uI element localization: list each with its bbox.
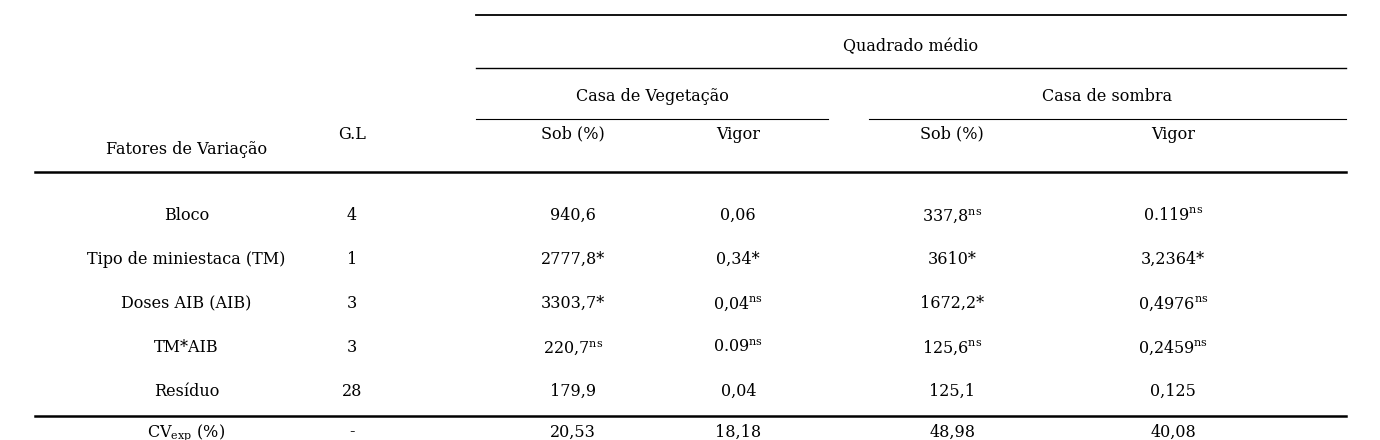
Text: 0,06: 0,06 xyxy=(720,207,756,224)
Text: 0,125: 0,125 xyxy=(1150,383,1196,400)
Text: Casa de Vegetação: Casa de Vegetação xyxy=(575,88,729,105)
Text: 337,8$^{\mathregular{ns}}$: 337,8$^{\mathregular{ns}}$ xyxy=(922,207,983,224)
Text: 0.09$^{\mathregular{ns}}$: 0.09$^{\mathregular{ns}}$ xyxy=(713,339,763,356)
Text: 1672,2*: 1672,2* xyxy=(920,295,984,312)
Text: 1: 1 xyxy=(346,251,357,268)
Text: G.L: G.L xyxy=(338,126,366,143)
Text: 0,04$^{\mathregular{ns}}$: 0,04$^{\mathregular{ns}}$ xyxy=(713,294,763,313)
Text: Doses AIB (AIB): Doses AIB (AIB) xyxy=(121,295,251,312)
Text: Bloco: Bloco xyxy=(164,207,208,224)
Text: -: - xyxy=(349,424,355,440)
Text: 0,2459$^{\mathregular{ns}}$: 0,2459$^{\mathregular{ns}}$ xyxy=(1138,338,1208,357)
Text: 125,6$^{\mathregular{ns}}$: 125,6$^{\mathregular{ns}}$ xyxy=(922,338,983,357)
Text: Tipo de miniestaca (TM): Tipo de miniestaca (TM) xyxy=(87,251,286,268)
Text: 2777,8*: 2777,8* xyxy=(541,251,604,268)
Text: 3303,7*: 3303,7* xyxy=(541,295,604,312)
Text: Casa de sombra: Casa de sombra xyxy=(1042,88,1173,105)
Text: Vigor: Vigor xyxy=(1151,126,1195,143)
Text: 0,34*: 0,34* xyxy=(716,251,760,268)
Text: 940,6: 940,6 xyxy=(549,207,596,224)
Text: Quadrado médio: Quadrado médio xyxy=(843,38,978,55)
Text: Fatores de Variação: Fatores de Variação xyxy=(106,141,266,158)
Text: 3,2364*: 3,2364* xyxy=(1141,251,1205,268)
Text: 0,4976$^{\mathregular{ns}}$: 0,4976$^{\mathregular{ns}}$ xyxy=(1137,294,1209,313)
Text: 20,53: 20,53 xyxy=(549,424,596,440)
Text: Sob (%): Sob (%) xyxy=(920,126,984,143)
Text: Vigor: Vigor xyxy=(716,126,760,143)
Text: TM*AIB: TM*AIB xyxy=(155,339,218,356)
Text: 3610*: 3610* xyxy=(927,251,977,268)
Text: 3: 3 xyxy=(346,295,357,312)
Text: 0.119$^{\mathregular{ns}}$: 0.119$^{\mathregular{ns}}$ xyxy=(1143,207,1203,224)
Text: 220,7$^{\mathregular{ns}}$: 220,7$^{\mathregular{ns}}$ xyxy=(542,339,603,356)
Text: 179,9: 179,9 xyxy=(549,383,596,400)
Text: 28: 28 xyxy=(342,383,362,400)
Text: 125,1: 125,1 xyxy=(929,383,976,400)
Text: 3: 3 xyxy=(346,339,357,356)
Text: 18,18: 18,18 xyxy=(715,424,762,440)
Text: Sob (%): Sob (%) xyxy=(541,126,604,143)
Text: 0,04: 0,04 xyxy=(720,383,756,400)
Text: 40,08: 40,08 xyxy=(1150,424,1196,440)
Text: 4: 4 xyxy=(346,207,357,224)
Text: CV$_{\mathregular{exp}}$ (%): CV$_{\mathregular{exp}}$ (%) xyxy=(148,422,225,440)
Text: 48,98: 48,98 xyxy=(929,424,976,440)
Text: Resíduo: Resíduo xyxy=(153,383,219,400)
